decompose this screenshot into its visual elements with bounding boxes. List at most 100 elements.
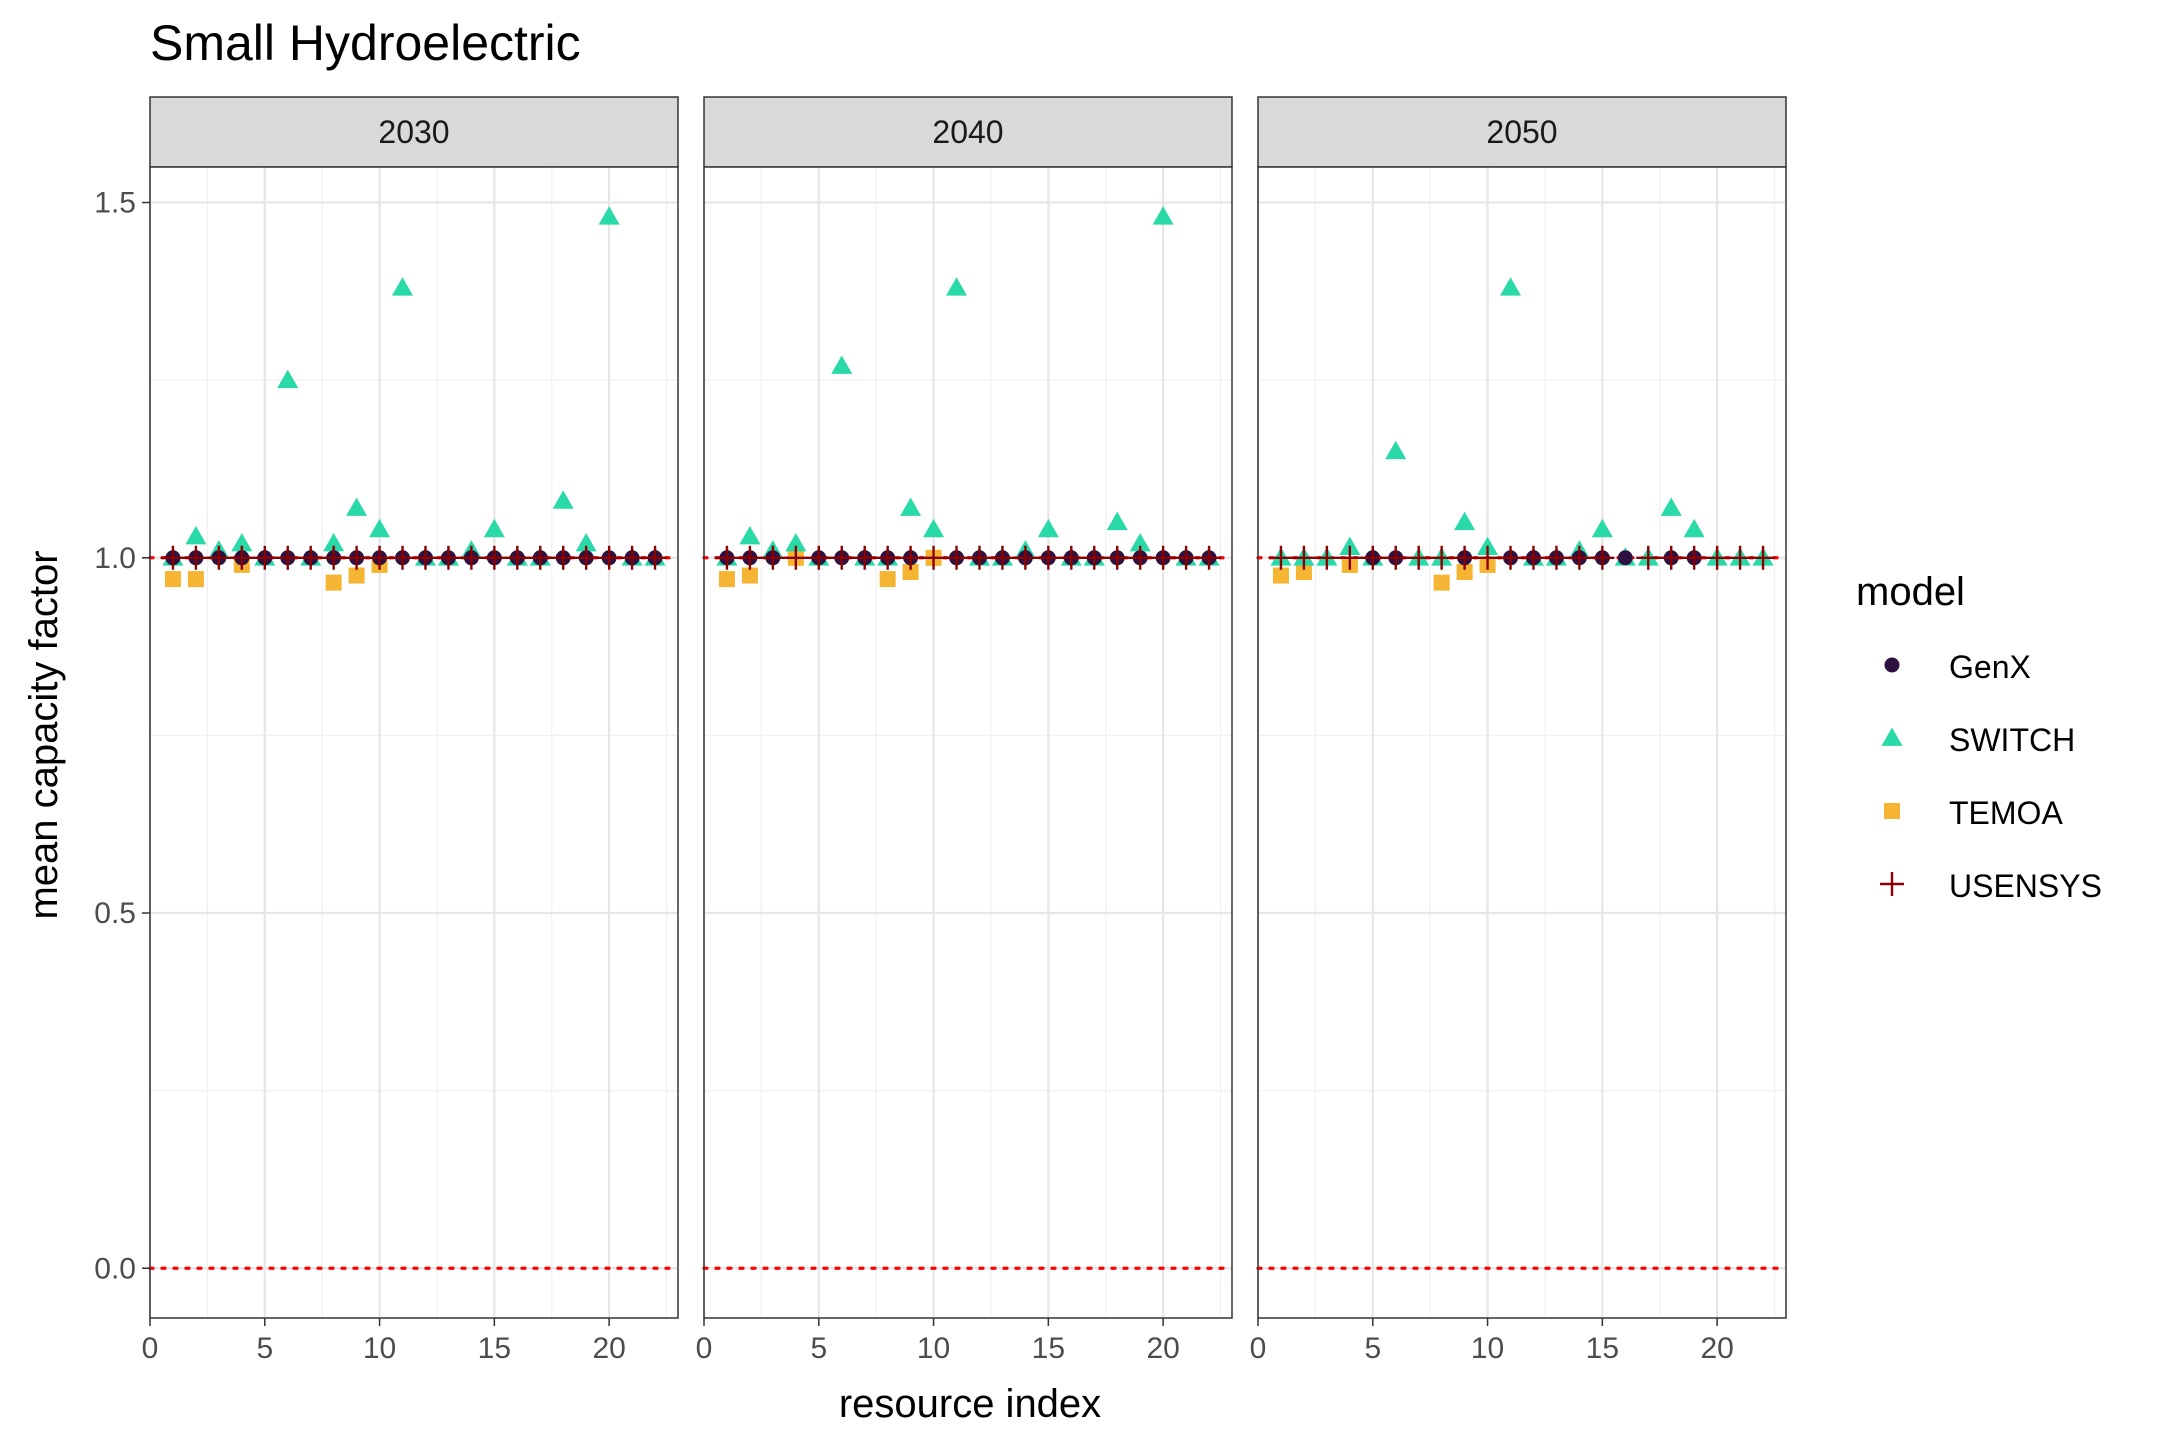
- plot-background: [1258, 167, 1786, 1318]
- legend-label: GenX: [1949, 649, 2031, 685]
- point-switch: [785, 533, 807, 552]
- y-tick-label: 0.5: [94, 897, 136, 930]
- x-tick-label: 15: [478, 1332, 511, 1365]
- point-switch: [1152, 206, 1174, 225]
- panel-2030: 2030 0 5 10 15 20 0.0 0.5 1.0 1.5: [94, 96, 680, 1365]
- point-usensys: [852, 545, 877, 570]
- point-temoa: [718, 571, 735, 588]
- point-usensys: [967, 545, 992, 570]
- point-usensys: [1314, 545, 1339, 570]
- point-usensys: [597, 545, 622, 570]
- point-switch: [185, 525, 207, 545]
- point-usensys: [1151, 545, 1176, 570]
- point-temoa: [1295, 563, 1312, 580]
- point-usensys: [783, 545, 808, 570]
- point-temoa: [902, 563, 919, 580]
- legend-key-switch: [1881, 727, 1903, 746]
- point-usensys: [1498, 545, 1523, 570]
- point-switch: [231, 533, 253, 552]
- point-usensys: [436, 545, 461, 570]
- point-usensys: [898, 545, 923, 570]
- y-tick-label: 1.0: [94, 542, 136, 575]
- plot-background: [150, 167, 678, 1318]
- point-usensys: [229, 545, 254, 570]
- point-usensys: [1728, 545, 1753, 570]
- point-usensys: [714, 545, 739, 570]
- point-usensys: [482, 545, 507, 570]
- point-usensys: [1082, 545, 1107, 570]
- point-usensys: [1197, 545, 1222, 570]
- x-tick-label: 15: [1032, 1332, 1065, 1365]
- legend-key-genx: [1884, 657, 1900, 673]
- point-switch: [277, 369, 299, 389]
- point-temoa: [1433, 574, 1450, 591]
- point-usensys: [321, 545, 346, 570]
- point-switch: [1106, 511, 1128, 531]
- legend-label: SWITCH: [1949, 722, 2075, 758]
- point-usensys: [1013, 545, 1038, 570]
- point-switch: [1660, 497, 1682, 516]
- point-switch: [900, 497, 922, 516]
- x-tick-label: 10: [363, 1332, 396, 1365]
- point-usensys: [990, 545, 1015, 570]
- point-genx: [1617, 550, 1633, 566]
- point-usensys: [252, 545, 277, 570]
- point-usensys: [574, 545, 599, 570]
- point-temoa: [1456, 563, 1473, 580]
- point-usensys: [183, 545, 208, 570]
- point-usensys: [367, 545, 392, 570]
- point-switch: [1385, 440, 1407, 460]
- point-usensys: [921, 545, 946, 570]
- point-usensys: [390, 545, 415, 570]
- point-usensys: [1360, 545, 1385, 570]
- point-usensys: [160, 545, 185, 570]
- legend-key-temoa: [1884, 803, 1900, 819]
- plot-background: [704, 167, 1232, 1318]
- legend-key-usensys: [1880, 872, 1904, 896]
- point-usensys: [275, 545, 300, 570]
- legend-item-genx: GenX: [1884, 649, 2031, 685]
- x-tick-label: 20: [1700, 1332, 1733, 1365]
- point-switch: [369, 518, 391, 538]
- point-switch: [392, 277, 414, 296]
- point-usensys: [344, 545, 369, 570]
- legend-label: USENSYS: [1949, 868, 2102, 904]
- point-usensys: [1751, 545, 1776, 570]
- legend-title: model: [1856, 570, 1965, 614]
- point-usensys: [875, 545, 900, 570]
- point-switch: [552, 490, 574, 509]
- x-tick-label: 0: [142, 1332, 159, 1365]
- point-usensys: [1059, 545, 1084, 570]
- facet-strip-label: 2050: [1486, 114, 1557, 150]
- x-tick-label: 0: [1250, 1332, 1267, 1365]
- point-switch: [1683, 518, 1705, 538]
- point-usensys: [1429, 545, 1454, 570]
- point-usensys: [1174, 545, 1199, 570]
- x-tick-label: 5: [810, 1332, 827, 1365]
- point-switch: [739, 525, 761, 545]
- panel-2040: 2040 0 5 10 15 20: [696, 96, 1234, 1365]
- x-tick-label: 20: [592, 1332, 625, 1365]
- point-usensys: [1452, 545, 1477, 570]
- point-usensys: [643, 545, 668, 570]
- point-switch: [483, 518, 505, 538]
- point-usensys: [1291, 545, 1316, 570]
- point-temoa: [164, 571, 181, 588]
- point-usensys: [1383, 545, 1408, 570]
- x-tick-label: 5: [256, 1332, 273, 1365]
- x-tick-label: 20: [1146, 1332, 1179, 1365]
- legend: model GenX SWITCH TEMOA USENSYS: [1856, 570, 2102, 904]
- point-usensys: [206, 545, 231, 570]
- point-usensys: [1705, 545, 1730, 570]
- point-usensys: [760, 545, 785, 570]
- x-tick-label: 10: [1471, 1332, 1504, 1365]
- point-switch: [346, 497, 368, 516]
- y-tick-label: 1.5: [94, 187, 136, 220]
- point-usensys: [459, 545, 484, 570]
- legend-label: TEMOA: [1949, 795, 2063, 831]
- legend-item-usensys: USENSYS: [1880, 868, 2102, 904]
- point-usensys: [1521, 545, 1546, 570]
- x-tick-label: 0: [696, 1332, 713, 1365]
- point-usensys: [1036, 545, 1061, 570]
